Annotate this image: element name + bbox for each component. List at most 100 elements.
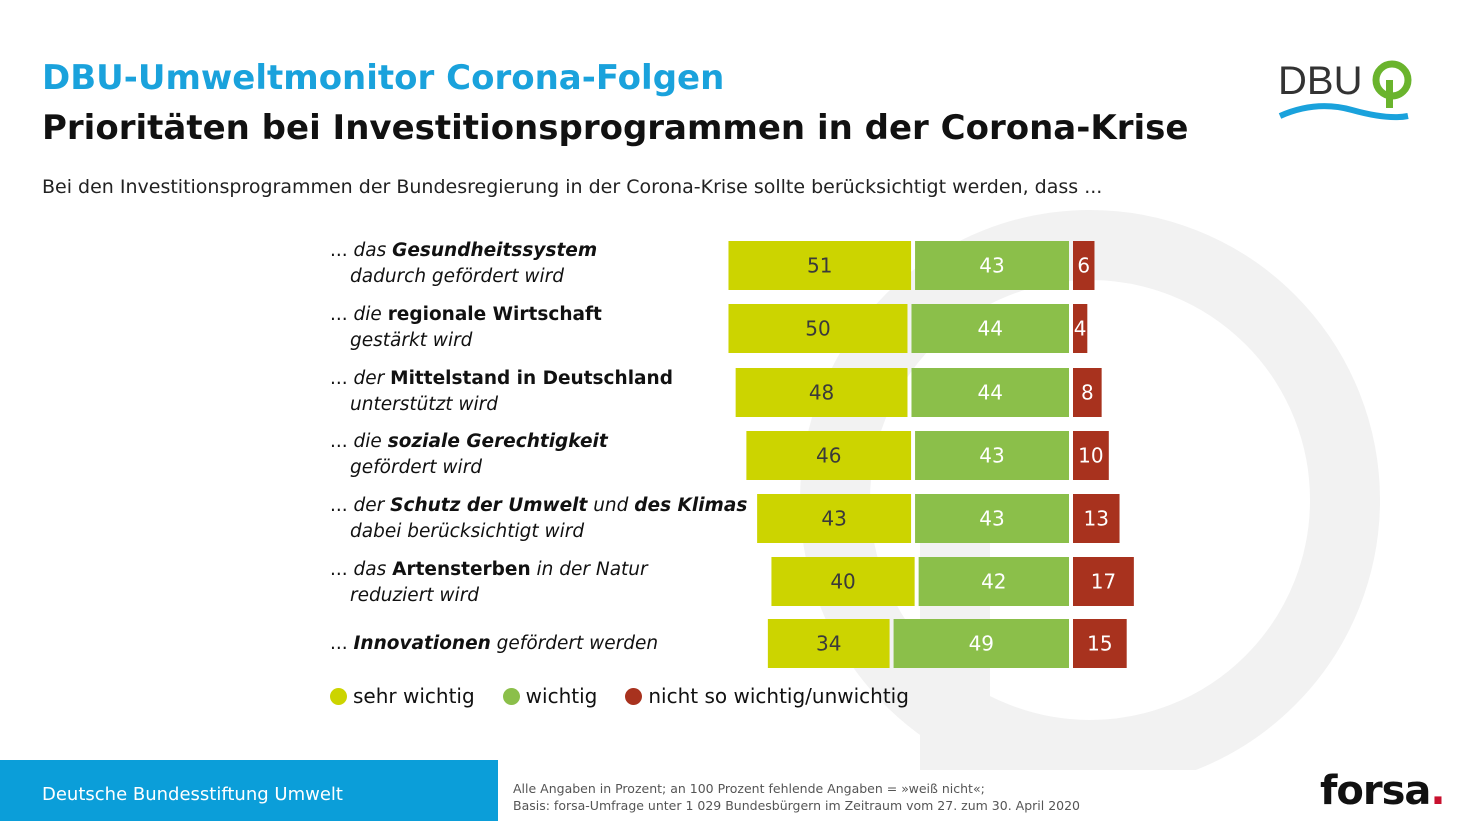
data-label: 44 <box>978 317 1003 341</box>
row-label-line-1: ... die soziale Gerechtigkeit <box>330 431 608 452</box>
bar-nicht-so-wichtig <box>1073 619 1127 668</box>
footer-note-line-1: Alle Angaben in Prozent; an 100 Prozent … <box>513 781 985 796</box>
bar-nicht-so-wichtig <box>1073 368 1102 417</box>
bar-nicht-so-wichtig <box>1073 304 1088 353</box>
bar-sehr-wichtig <box>735 368 908 417</box>
legend-swatch-wichtig <box>502 687 520 705</box>
row-label: ... das Gesundheitssystem dadurch geförde… <box>330 238 597 290</box>
dbu-logo-text: DBU <box>1278 59 1362 103</box>
row-label-part: regionale Wirtschaft <box>387 304 602 325</box>
row-label-line-2: dabei berücksichtigt wird <box>350 521 585 542</box>
data-label: 43 <box>979 444 1004 468</box>
row-label: ... der Schutz der Umwelt und des Klimas… <box>330 493 747 545</box>
legend-label-sehr-wichtig: sehr wichtig <box>353 684 475 708</box>
forsa-logo: forsa. <box>1320 768 1446 814</box>
footer-note: Alle Angaben in Prozent; an 100 Prozent … <box>513 780 1080 814</box>
data-label: 43 <box>821 507 846 531</box>
page-headline: Prioritäten bei Investitionsprogrammen i… <box>42 108 1189 148</box>
row-label-part: ... <box>330 633 354 654</box>
row-label-line-1: ... der Mittelstand in Deutschland <box>330 368 673 389</box>
row-label-line-2: reduziert wird <box>350 585 480 606</box>
bar-wichtig <box>918 557 1069 606</box>
bar-wichtig <box>915 494 1069 543</box>
footer-organization: Deutsche Bundesstiftung Umwelt <box>42 784 343 805</box>
bar-wichtig <box>915 431 1069 480</box>
legend-label-nicht-so-wichtig: nicht so wichtig/unwichtig <box>648 684 909 708</box>
data-label: 49 <box>969 632 994 656</box>
data-label: 4 <box>1074 317 1087 341</box>
row-label-part: ... die <box>330 431 388 452</box>
forsa-logo-dot: . <box>1430 768 1445 814</box>
row-label: ... die regionale Wirtschaft gestärkt wir… <box>330 302 602 354</box>
row-label-part: ... das <box>330 559 393 580</box>
data-label: 48 <box>809 381 834 405</box>
bar-sehr-wichtig <box>771 557 915 606</box>
bar-sehr-wichtig <box>757 494 912 543</box>
data-label: 44 <box>978 381 1003 405</box>
page-title: DBU-Umweltmonitor Corona-Folgen <box>42 58 725 98</box>
data-label: 43 <box>979 507 1004 531</box>
bar-wichtig <box>911 368 1069 417</box>
row-label-part: gefördert werden <box>490 633 659 654</box>
bar-sehr-wichtig <box>746 431 912 480</box>
chart-legend: sehr wichtig wichtig nicht so wichtig/un… <box>330 684 909 708</box>
row-label-part: in der Natur <box>530 559 648 580</box>
row-label: ... das Artensterben in der Natur reduzie… <box>330 557 648 609</box>
row-label-line-2: gefördert wird <box>350 457 483 478</box>
data-label: 13 <box>1084 507 1109 531</box>
bar-nicht-so-wichtig <box>1073 241 1095 290</box>
data-label: 46 <box>816 444 841 468</box>
row-label-part: ... die <box>330 304 388 325</box>
data-label: 34 <box>816 632 841 656</box>
row-label: ... die soziale Gerechtigkeit gefördert w… <box>330 429 608 481</box>
data-label: 15 <box>1087 632 1112 656</box>
data-label: 17 <box>1091 570 1116 594</box>
legend-swatch-sehr-wichtig <box>330 687 347 705</box>
row-label-part: des Klimas <box>634 495 748 516</box>
row-label-part: Innovationen <box>353 633 491 654</box>
forsa-logo-text: forsa <box>1320 768 1431 814</box>
row-label-part: Mittelstand in Deutschland <box>390 368 673 389</box>
row-label-part: Artensterben <box>392 559 531 580</box>
row-label-line-2: gestärkt wird <box>350 330 473 351</box>
legend-item-wichtig: wichtig <box>502 684 598 708</box>
row-label-part: soziale Gerechtigkeit <box>387 431 608 452</box>
row-label-line-1: ... Innovationen gefördert werden <box>330 633 658 654</box>
row-label-part: ... der <box>330 495 391 516</box>
bar-sehr-wichtig <box>767 619 890 668</box>
legend-item-sehr-wichtig: sehr wichtig <box>330 684 475 708</box>
row-label-part: ... das <box>330 240 393 261</box>
footer-note-line-2: Basis: forsa-Umfrage unter 1 029 Bundesb… <box>513 798 1081 813</box>
bar-nicht-so-wichtig <box>1073 431 1109 480</box>
legend-swatch-nicht-so-wichtig <box>625 687 643 705</box>
row-label-line-1: ... das Gesundheitssystem <box>330 240 597 261</box>
bar-nicht-so-wichtig <box>1073 494 1120 543</box>
row-label-line-1: ... die regionale Wirtschaft <box>330 304 602 325</box>
row-label-line-1: ... der Schutz der Umwelt und des Klimas <box>330 495 747 516</box>
bar-wichtig <box>893 619 1069 668</box>
data-label: 42 <box>981 570 1006 594</box>
row-label-line-1: ... das Artensterben in der Natur <box>330 559 648 580</box>
row-label-part: ... der <box>330 368 391 389</box>
bar-sehr-wichtig <box>728 304 908 353</box>
survey-question: Bei den Investitionsprogrammen der Bunde… <box>42 176 1103 198</box>
row-label: ... Innovationen gefördert werden <box>330 631 658 657</box>
bar-sehr-wichtig <box>728 241 912 290</box>
data-label: 40 <box>830 570 855 594</box>
dbu-logo: DBU <box>1278 59 1412 121</box>
data-label: 51 <box>807 254 832 278</box>
row-label-line-2: dadurch gefördert wird <box>350 266 564 287</box>
legend-item-nicht-so-wichtig: nicht so wichtig/unwichtig <box>625 684 909 708</box>
data-label: 43 <box>979 254 1004 278</box>
bar-wichtig <box>911 304 1069 353</box>
row-label-part: und <box>587 495 635 516</box>
data-label: 50 <box>805 317 830 341</box>
row-label-part: Gesundheitssystem <box>392 240 598 261</box>
row-label-line-2: unterstützt wird <box>350 394 499 415</box>
row-label: ... der Mittelstand in Deutschland unters… <box>330 366 673 418</box>
legend-label-wichtig: wichtig <box>525 684 598 708</box>
row-label-part: Schutz der Umwelt <box>390 495 588 516</box>
data-label: 10 <box>1078 444 1103 468</box>
data-label: 8 <box>1081 381 1094 405</box>
